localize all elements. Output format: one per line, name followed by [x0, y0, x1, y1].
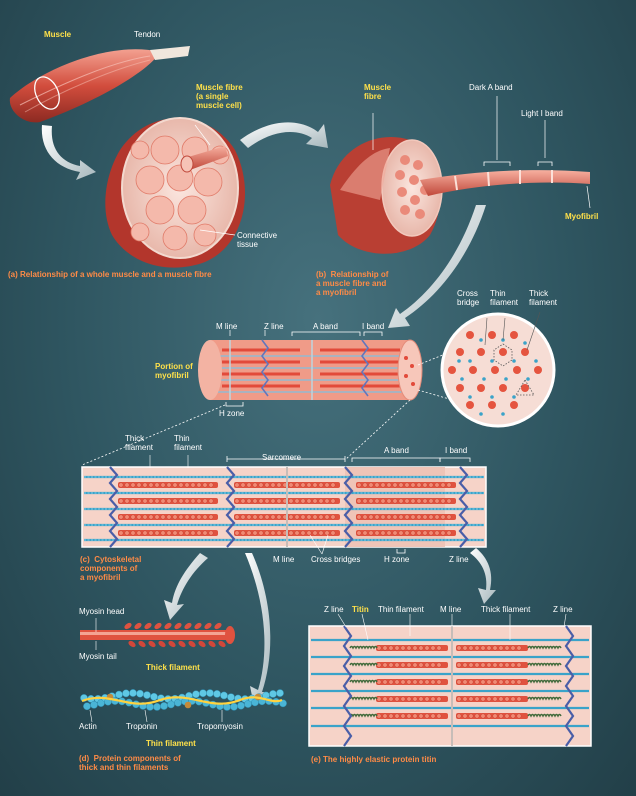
label-h-zone-cylinder: H zone [219, 409, 245, 418]
label-connective-tissue: Connective tissue [237, 231, 278, 250]
muscle-fibre-bundle [330, 137, 443, 254]
label-m-line-e: M line [440, 605, 462, 614]
label-thin-filament-cross-section: Thin filament [490, 289, 519, 308]
whole-muscle [9, 46, 190, 123]
label-thick-filament-cross-section: Thick filament [529, 289, 558, 308]
label-i-band-c: I band [445, 446, 468, 455]
label-thin-filament-d: Thin filament [146, 739, 196, 748]
caption-c: (c) Cytoskeletal components of a myofibr… [80, 555, 142, 583]
label-thick-filament-e: Thick filament [481, 605, 531, 614]
caption-d: (d) Protein components of thick and thin… [79, 754, 181, 773]
caption-e: (e) The highly elastic protein titin [311, 755, 437, 764]
label-i-band-cylinder: I band [362, 322, 385, 331]
label-cross-bridges: Cross bridges [311, 555, 361, 564]
arrow-muscle-to-section [41, 125, 96, 180]
arrow-to-panel-e [470, 548, 496, 604]
arrow-to-panel-d-thin [245, 553, 271, 706]
label-titin: Titin [352, 605, 369, 614]
arrow-to-panel-d [164, 553, 208, 620]
label-tropomyosin: Tropomyosin [197, 722, 243, 731]
label-myosin-head: Myosin head [79, 607, 125, 616]
label-myofibril: Myofibril [565, 212, 599, 221]
muscle-cross-section [105, 117, 245, 268]
label-light-i-band: Light I band [521, 109, 563, 118]
titin-panel [308, 613, 592, 747]
label-m-line-cylinder: M line [216, 322, 238, 331]
label-a-band-c: A band [384, 446, 409, 455]
label-sarcomere: Sarcomere [262, 453, 302, 462]
label-thick-filament-d: Thick filament [146, 663, 200, 672]
label-z-line-e-right: Z line [553, 605, 573, 614]
label-portion-of-myofibril: Portion of myofibril [155, 362, 193, 381]
arrow-fibre-to-myofibril [388, 205, 486, 328]
caption-b: (b) Relationship of a muscle fibre and a… [316, 270, 389, 298]
label-m-line-c: M line [273, 555, 295, 564]
sarcomere-panel [81, 455, 487, 555]
label-myosin-tail: Myosin tail [79, 652, 117, 661]
filament-cross-section-circle [440, 311, 556, 428]
caption-a: (a) Relationship of a whole muscle and a… [8, 270, 212, 279]
thin-filament-drawing [80, 689, 287, 723]
arrow-section-to-fibre [240, 122, 328, 148]
label-z-line-cylinder: Z line [264, 322, 284, 331]
label-thick-filament-c: Thick filament [125, 434, 154, 453]
label-z-line-c: Z line [449, 555, 469, 564]
label-thin-filament-e: Thin filament [378, 605, 424, 614]
myofibril-cylinder [198, 330, 423, 407]
label-cross-bridge: Cross bridge [457, 289, 480, 308]
label-muscle: Muscle [44, 30, 72, 39]
label-h-zone-c: H zone [384, 555, 410, 564]
label-dark-a-band: Dark A band [469, 83, 513, 92]
thick-filament-drawing [80, 618, 235, 650]
label-a-band-cylinder: A band [313, 322, 338, 331]
label-tendon: Tendon [134, 30, 161, 39]
label-muscle-fibre: Muscle fibre [364, 83, 392, 102]
label-muscle-fibre-single-cell: Muscle fibre (a single muscle cell) [196, 83, 243, 111]
label-thin-filament-c: Thin filament [174, 434, 203, 453]
label-actin: Actin [79, 722, 97, 731]
myofibril-strand [372, 96, 591, 209]
label-z-line-e-left: Z line [324, 605, 344, 614]
label-troponin: Troponin [126, 722, 158, 731]
